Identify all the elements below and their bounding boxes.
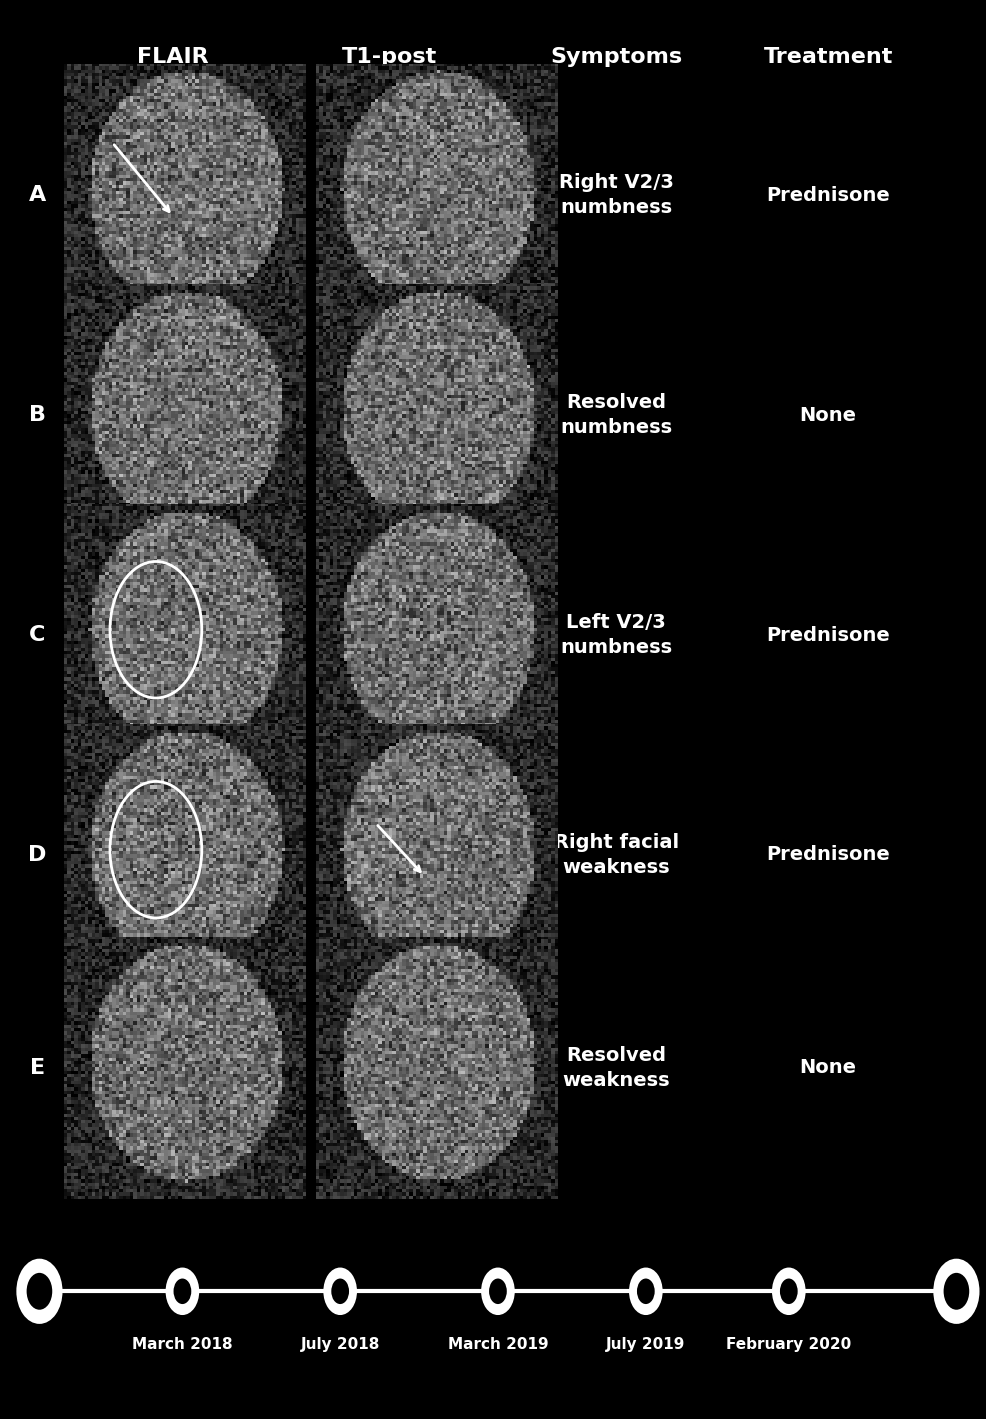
Text: A: A	[178, 1286, 186, 1297]
FancyBboxPatch shape	[64, 284, 306, 546]
Circle shape	[773, 1269, 805, 1314]
Circle shape	[167, 1269, 198, 1314]
Circle shape	[780, 1279, 798, 1304]
Text: E: E	[785, 1286, 793, 1297]
FancyBboxPatch shape	[64, 724, 306, 986]
Circle shape	[630, 1269, 662, 1314]
FancyBboxPatch shape	[64, 64, 306, 326]
Text: Prednisone: Prednisone	[766, 626, 890, 644]
Circle shape	[174, 1279, 191, 1304]
Text: Symptoms: Symptoms	[550, 47, 682, 67]
Text: None: None	[800, 1059, 857, 1077]
Text: Resolved
numbness: Resolved numbness	[560, 393, 672, 437]
Circle shape	[935, 1260, 978, 1323]
Text: July 2019: July 2019	[606, 1337, 685, 1352]
Circle shape	[637, 1279, 655, 1304]
Text: B: B	[29, 404, 46, 426]
Text: A: A	[29, 184, 46, 206]
Circle shape	[18, 1260, 61, 1323]
Text: Right facial
weakness: Right facial weakness	[554, 833, 678, 877]
Circle shape	[482, 1269, 514, 1314]
Text: Left V2/3
numbness: Left V2/3 numbness	[560, 613, 672, 657]
Circle shape	[324, 1269, 356, 1314]
Text: B: B	[336, 1286, 344, 1297]
Circle shape	[489, 1279, 507, 1304]
Text: FLAIR: FLAIR	[137, 47, 208, 67]
Text: D: D	[641, 1286, 651, 1297]
Text: Treatment: Treatment	[763, 47, 893, 67]
FancyBboxPatch shape	[64, 937, 306, 1199]
FancyBboxPatch shape	[316, 284, 557, 546]
Text: T1-post: T1-post	[342, 47, 437, 67]
Text: February 2020: February 2020	[726, 1337, 852, 1352]
Circle shape	[27, 1273, 52, 1310]
Text: D: D	[29, 844, 46, 866]
FancyBboxPatch shape	[64, 504, 306, 766]
Circle shape	[944, 1273, 969, 1310]
Text: C: C	[30, 624, 45, 646]
Text: March 2019: March 2019	[448, 1337, 548, 1352]
Text: None: None	[800, 406, 857, 424]
FancyBboxPatch shape	[316, 504, 557, 766]
Circle shape	[331, 1279, 349, 1304]
Text: E: E	[30, 1057, 45, 1078]
FancyBboxPatch shape	[316, 937, 557, 1199]
Text: Resolved
weakness: Resolved weakness	[562, 1046, 670, 1090]
Text: C: C	[494, 1286, 502, 1297]
Text: March 2018: March 2018	[132, 1337, 233, 1352]
FancyBboxPatch shape	[316, 64, 557, 326]
FancyBboxPatch shape	[316, 724, 557, 986]
Text: Prednisone: Prednisone	[766, 186, 890, 204]
Text: July 2018: July 2018	[301, 1337, 380, 1352]
Text: Prednisone: Prednisone	[766, 846, 890, 864]
Text: Right V2/3
numbness: Right V2/3 numbness	[559, 173, 673, 217]
